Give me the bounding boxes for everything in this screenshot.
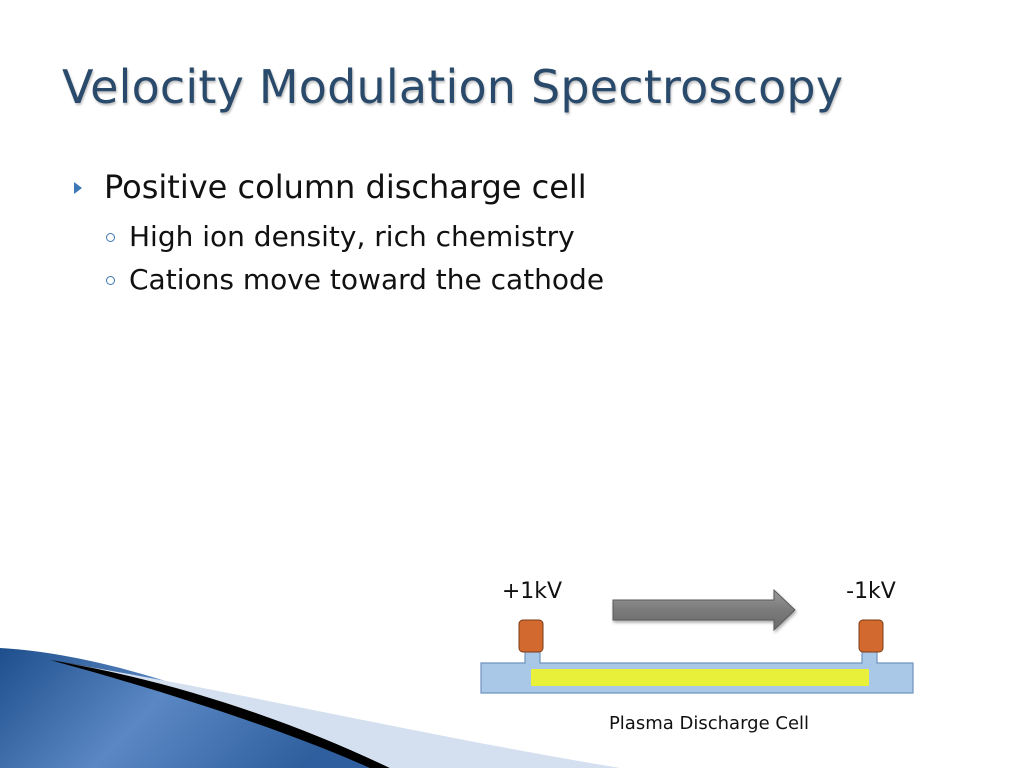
direction-arrow-icon [612,588,796,632]
circle-bullet-icon [106,233,115,242]
left-voltage-label: +1kV [502,579,562,604]
plasma-column [531,669,869,686]
diagram-caption: Plasma Discharge Cell [609,713,809,734]
cathode-electrode [858,619,884,653]
circle-bullet-icon [106,276,115,285]
triangle-bullet-icon [74,182,82,194]
sub-bullet-ion-density: High ion density, rich chemistry [106,220,575,253]
sub-bullet-text: Cations move toward the cathode [129,263,605,296]
sub-bullet-text: High ion density, rich chemistry [129,220,575,253]
bullet-text: Positive column discharge cell [104,168,587,206]
anode-electrode [518,619,544,653]
bullet-positive-column: Positive column discharge cell [74,168,587,206]
right-voltage-label: -1kV [846,579,896,604]
slide-title: Velocity Modulation Spectroscopy [62,60,844,114]
sub-bullet-cations: Cations move toward the cathode [106,263,604,296]
